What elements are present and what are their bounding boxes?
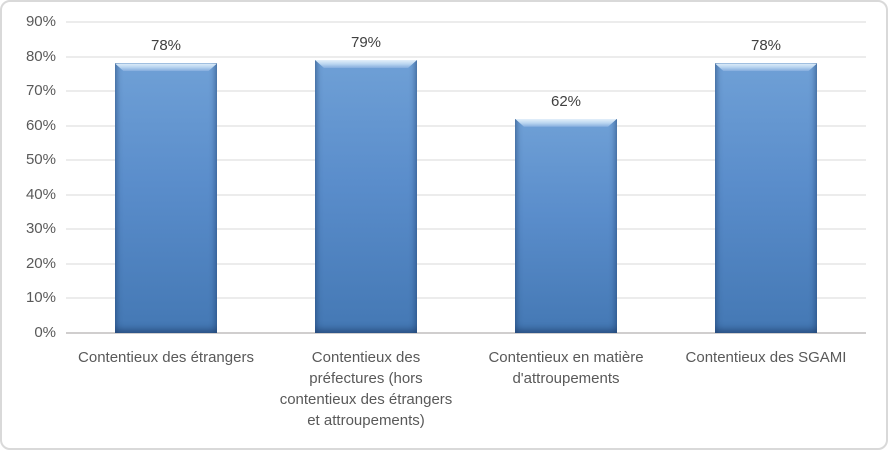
bar-4: 78% — [715, 37, 817, 333]
category-label: Contentieux des préfectures (hors conten… — [279, 349, 453, 429]
category-label: Contentieux en matière d'attroupements — [488, 349, 644, 387]
gridline — [66, 125, 866, 127]
y-tick-label: 70% — [25, 82, 56, 100]
y-tick-label: 90% — [25, 13, 56, 30]
bar-column: 62% — [466, 22, 666, 333]
plot-area: 78% 79% 62% 78% — [66, 21, 866, 334]
y-tick-label: 40% — [25, 185, 56, 203]
y-tick-label: 60% — [25, 116, 56, 134]
bar-column: 78% — [666, 22, 866, 333]
category-label: Contentieux des SGAMI — [685, 349, 847, 366]
y-axis: 0% 10% 20% 30% 40% 50% 60% 70% 80% 90% — [2, 13, 56, 341]
bar-3: 62% — [515, 93, 617, 333]
y-tick-label: 50% — [25, 151, 56, 169]
bar-value-label: 79% — [350, 34, 382, 52]
bar-column: 79% — [266, 22, 466, 333]
bar-value-label: 62% — [550, 92, 582, 110]
y-tick-label: 80% — [25, 47, 56, 65]
y-tick-label: 0% — [34, 324, 56, 341]
x-axis: Contentieux des étrangers Contentieux des… — [66, 347, 866, 431]
bar-value-label: 78% — [750, 37, 782, 55]
bar-1: 78% — [115, 37, 217, 333]
gridline — [66, 21, 866, 23]
bar-2: 79% — [315, 34, 417, 333]
y-tick-label: 10% — [25, 289, 56, 307]
category-label: Contentieux des étrangers — [78, 349, 254, 366]
gridline — [66, 194, 866, 196]
bar-value-label: 78% — [150, 37, 182, 55]
gridline — [66, 228, 866, 230]
x-axis-line — [66, 332, 866, 334]
y-tick-label: 30% — [25, 220, 56, 238]
gridline — [66, 90, 866, 92]
gridline — [66, 297, 866, 299]
gridline — [66, 56, 866, 58]
gridline — [66, 159, 866, 161]
y-tick-label: 20% — [25, 254, 56, 272]
gridline — [66, 263, 866, 265]
bar-column: 78% — [66, 22, 266, 333]
